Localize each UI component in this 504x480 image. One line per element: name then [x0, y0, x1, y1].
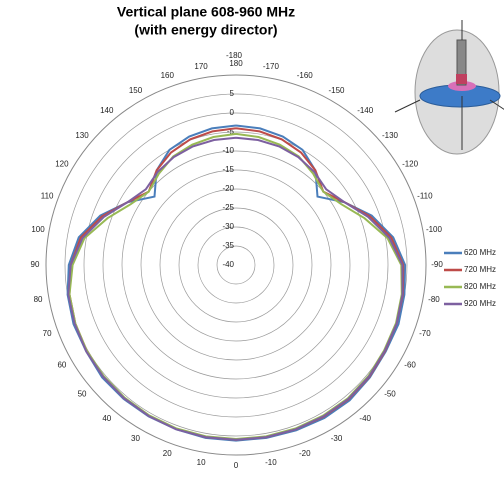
theta-tick-label: -80: [428, 295, 440, 304]
theta-tick-label: -70: [419, 329, 431, 338]
r-tick-label: -25: [222, 203, 234, 212]
chart-title: Vertical plane 608-960 MHz: [117, 4, 295, 20]
grid-ring: [197, 226, 275, 304]
theta-tick-label: 120: [55, 160, 69, 169]
theta-tick-label: 90: [31, 260, 40, 269]
theta-tick-label: -140: [357, 106, 374, 115]
series-line: [67, 136, 404, 441]
antenna-illustration: [394, 20, 504, 155]
legend-label: 820 MHz: [464, 282, 496, 291]
grid-ring: [140, 169, 332, 361]
theta-tick-label: -40: [359, 414, 371, 423]
theta-tick-label: 180: [229, 59, 243, 68]
theta-tick-label: 40: [102, 414, 111, 423]
r-tick-label: -5: [227, 127, 235, 136]
theta-tick-label: 60: [57, 361, 66, 370]
r-tick-label: -40: [222, 260, 234, 269]
theta-tick-label: 70: [43, 329, 52, 338]
r-tick-label: -10: [222, 146, 234, 155]
theta-tick-label: 170: [194, 62, 208, 71]
theta-tick-label: 100: [31, 225, 45, 234]
theta-tick-label: -50: [384, 389, 396, 398]
theta-tick-label: 110: [41, 191, 54, 200]
theta-tick-label: 10: [197, 458, 206, 467]
grid-ring: [102, 131, 370, 399]
theta-tick-label: -90: [431, 260, 443, 269]
theta-tick-label: -170: [263, 62, 280, 71]
theta-tick-label: -120: [402, 160, 419, 169]
theta-tick-label: -20: [299, 449, 311, 458]
theta-tick-label: -100: [426, 225, 443, 234]
theta-tick-label: 80: [34, 295, 43, 304]
r-tick-label: -15: [222, 165, 234, 174]
theta-tick-label: 30: [131, 434, 140, 443]
legend-label: 720 MHz: [464, 265, 496, 274]
r-tick-label: -20: [222, 184, 234, 193]
theta-tick-label: 140: [100, 106, 114, 115]
grid-ring: [178, 207, 294, 323]
legend-label: 620 MHz: [464, 248, 496, 257]
theta-tick-label: 150: [129, 86, 143, 95]
grid-ring: [83, 112, 389, 418]
theta-tick-label: 0: [234, 461, 239, 470]
r-tick-label: 0: [230, 108, 235, 117]
legend-label: 920 MHz: [464, 299, 496, 308]
theta-tick-label: 130: [75, 131, 89, 140]
theta-tick-label: -160: [297, 71, 314, 80]
theta-tick-label: -130: [382, 131, 399, 140]
r-tick-label: -30: [222, 222, 234, 231]
grid-ring: [121, 150, 351, 380]
theta-tick-label: 160: [161, 71, 175, 80]
grid-ring: [216, 245, 256, 285]
theta-tick-label: 20: [163, 449, 172, 458]
grid-ring: [64, 93, 408, 437]
outer-ring: [45, 74, 427, 456]
chart-subtitle: (with energy director): [134, 22, 277, 38]
grid-ring: [159, 188, 313, 342]
theta-tick-label: -110: [417, 191, 433, 200]
theta-tick-label: -180: [226, 51, 243, 60]
r-tick-label: -35: [222, 241, 234, 250]
theta-tick-label: -10: [265, 458, 277, 467]
theta-tick-label: -150: [328, 86, 345, 95]
theta-tick-label: 50: [78, 389, 87, 398]
theta-tick-label: -30: [331, 434, 343, 443]
r-tick-label: 5: [230, 89, 235, 98]
theta-tick-label: -60: [404, 361, 416, 370]
